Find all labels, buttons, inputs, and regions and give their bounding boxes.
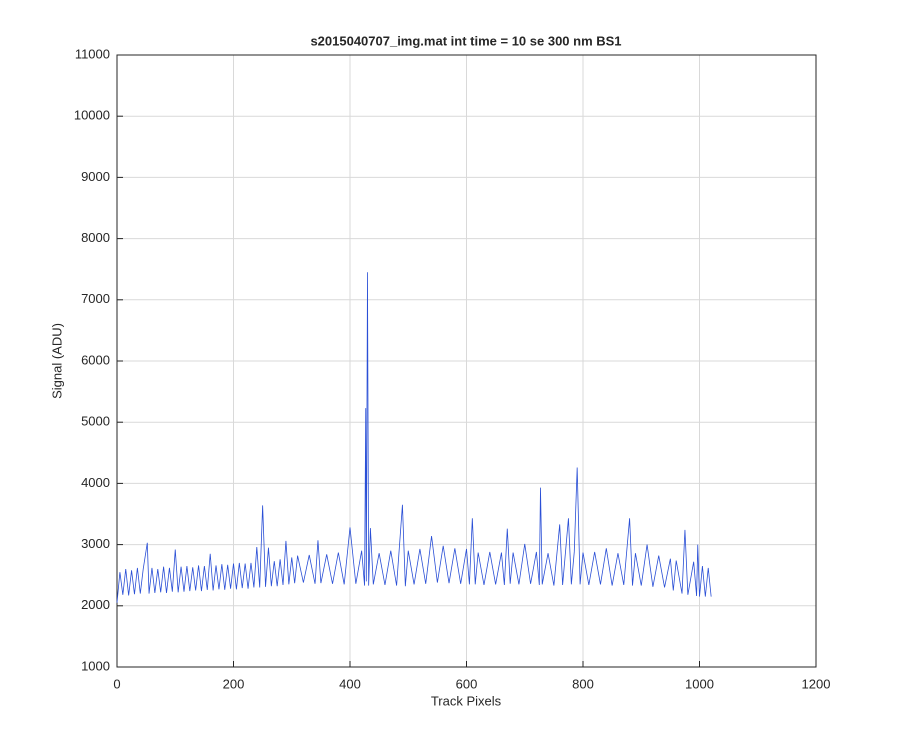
y-tick-label: 5000 [81,414,110,429]
y-tick-label: 6000 [81,352,110,367]
x-tick-label: 600 [456,676,478,691]
y-tick-label: 4000 [81,475,110,490]
x-tick-label: 1000 [685,676,714,691]
y-tick-label: 7000 [81,291,110,306]
y-tick-label: 8000 [81,230,110,245]
x-tick-label: 800 [572,676,594,691]
plot-frame [116,54,817,668]
x-tick-label: 200 [223,676,245,691]
y-axis-label: Signal (ADU) [49,323,64,399]
signal-line [116,272,712,603]
x-axis-label: Track Pixels [431,693,502,708]
y-tick-label: 1000 [81,658,110,673]
x-tick-label: 1200 [802,676,831,691]
y-tick-label: 3000 [81,536,110,551]
y-tick-label: 2000 [81,597,110,612]
chart-title: s2015040707_img.mat int time = 10 se 300… [310,33,621,48]
y-tick-label: 11000 [75,46,110,61]
x-tick-label: 0 [113,676,120,691]
y-tick-label: 9000 [81,169,110,184]
x-tick-label: 400 [339,676,361,691]
y-tick-label: 10000 [74,108,110,123]
